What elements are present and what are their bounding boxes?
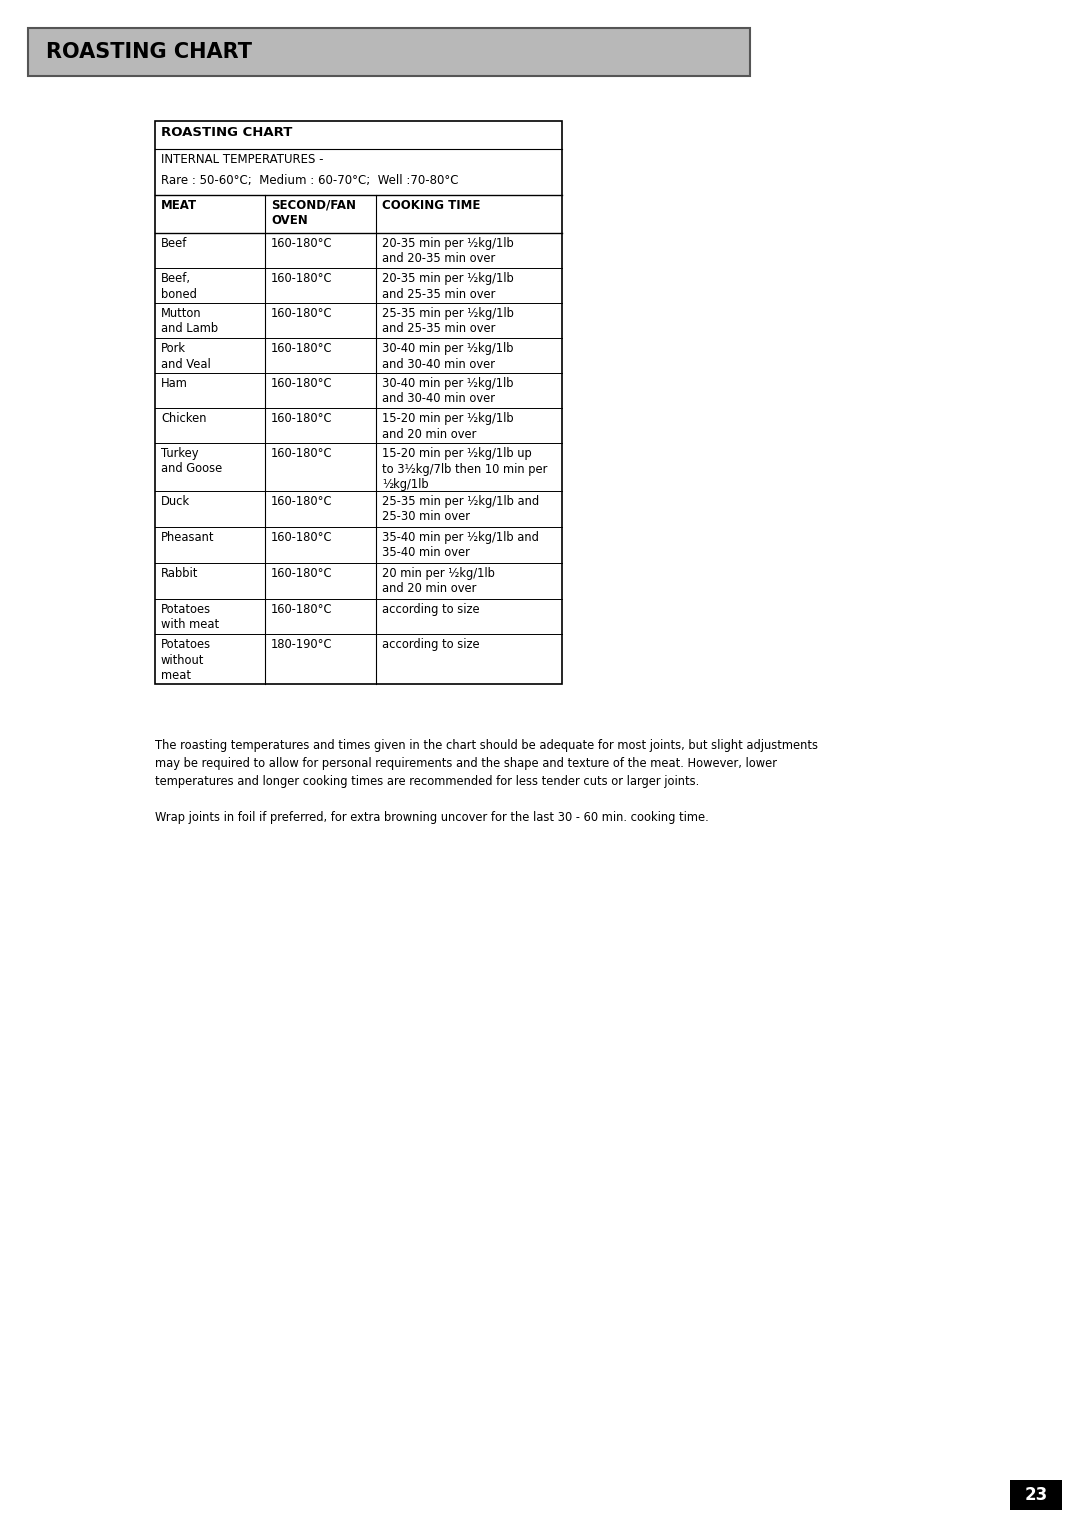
Text: SECOND/FAN
OVEN: SECOND/FAN OVEN [271,199,356,228]
Text: The roasting temperatures and times given in the chart should be adequate for mo: The roasting temperatures and times give… [156,740,818,752]
Text: Pheasant: Pheasant [161,532,215,544]
Text: 35-40 min per ½kg/1lb and
35-40 min over: 35-40 min per ½kg/1lb and 35-40 min over [382,532,539,559]
Bar [156,121,562,685]
Text: Rare : 50-60°C;  Medium : 60-70°C;  Well :70-80°C: Rare : 50-60°C; Medium : 60-70°C; Well :… [161,174,459,186]
Text: Beef: Beef [161,237,187,251]
Text: 25-35 min per ½kg/1lb and
25-30 min over: 25-35 min per ½kg/1lb and 25-30 min over [382,495,539,524]
Text: 20-35 min per ½kg/1lb
and 25-35 min over: 20-35 min per ½kg/1lb and 25-35 min over [382,272,514,301]
Text: Duck: Duck [161,495,190,507]
Text: 23: 23 [1024,1487,1048,1504]
Text: 160-180°C: 160-180°C [271,495,333,507]
Text: temperatures and longer cooking times are recommended for less tender cuts or la: temperatures and longer cooking times ar… [156,775,699,788]
Text: Rabbit: Rabbit [161,567,199,581]
Text: 160-180°C: 160-180°C [271,604,333,616]
Text: may be required to allow for personal requirements and the shape and texture of : may be required to allow for personal re… [156,756,777,770]
Text: 160-180°C: 160-180°C [271,377,333,390]
Text: according to size: according to size [382,604,480,616]
Text: 160-180°C: 160-180°C [271,237,333,251]
Text: 160-180°C: 160-180°C [271,448,333,460]
Text: Potatoes
with meat: Potatoes with meat [161,604,219,631]
Text: ROASTING CHART: ROASTING CHART [46,41,252,63]
Text: INTERNAL TEMPERATURES -: INTERNAL TEMPERATURES - [161,153,324,167]
Text: 20 min per ½kg/1lb
and 20 min over: 20 min per ½kg/1lb and 20 min over [382,567,495,596]
Text: 160-180°C: 160-180°C [271,307,333,319]
Text: 30-40 min per ½kg/1lb
and 30-40 min over: 30-40 min per ½kg/1lb and 30-40 min over [382,342,513,370]
Text: Pork
and Veal: Pork and Veal [161,342,211,370]
Text: Potatoes
without
meat: Potatoes without meat [161,639,211,681]
Bar [28,28,750,76]
Bar [1010,1481,1062,1510]
Text: 160-180°C: 160-180°C [271,272,333,286]
Text: Chicken: Chicken [161,413,206,425]
Text: 20-35 min per ½kg/1lb
and 20-35 min over: 20-35 min per ½kg/1lb and 20-35 min over [382,237,514,266]
Text: according to size: according to size [382,639,480,651]
Text: 25-35 min per ½kg/1lb
and 25-35 min over: 25-35 min per ½kg/1lb and 25-35 min over [382,307,514,336]
Text: 15-20 min per ½kg/1lb
and 20 min over: 15-20 min per ½kg/1lb and 20 min over [382,413,514,440]
Text: 160-180°C: 160-180°C [271,342,333,354]
Text: Turkey
and Goose: Turkey and Goose [161,448,222,475]
Text: Wrap joints in foil if preferred, for extra browning uncover for the last 30 - 6: Wrap joints in foil if preferred, for ex… [156,811,708,824]
Text: 160-180°C: 160-180°C [271,567,333,581]
Text: Mutton
and Lamb: Mutton and Lamb [161,307,218,336]
Text: MEAT: MEAT [161,199,198,212]
Text: Beef,
boned: Beef, boned [161,272,197,301]
Text: 160-180°C: 160-180°C [271,532,333,544]
Text: COOKING TIME: COOKING TIME [382,199,481,212]
Text: ROASTING CHART: ROASTING CHART [161,125,293,139]
Text: 30-40 min per ½kg/1lb
and 30-40 min over: 30-40 min per ½kg/1lb and 30-40 min over [382,377,513,405]
Text: 180-190°C: 180-190°C [271,639,333,651]
Text: Ham: Ham [161,377,188,390]
Text: 15-20 min per ½kg/1lb up
to 3½kg/7lb then 10 min per
½kg/1lb: 15-20 min per ½kg/1lb up to 3½kg/7lb the… [382,448,548,490]
Text: 160-180°C: 160-180°C [271,413,333,425]
